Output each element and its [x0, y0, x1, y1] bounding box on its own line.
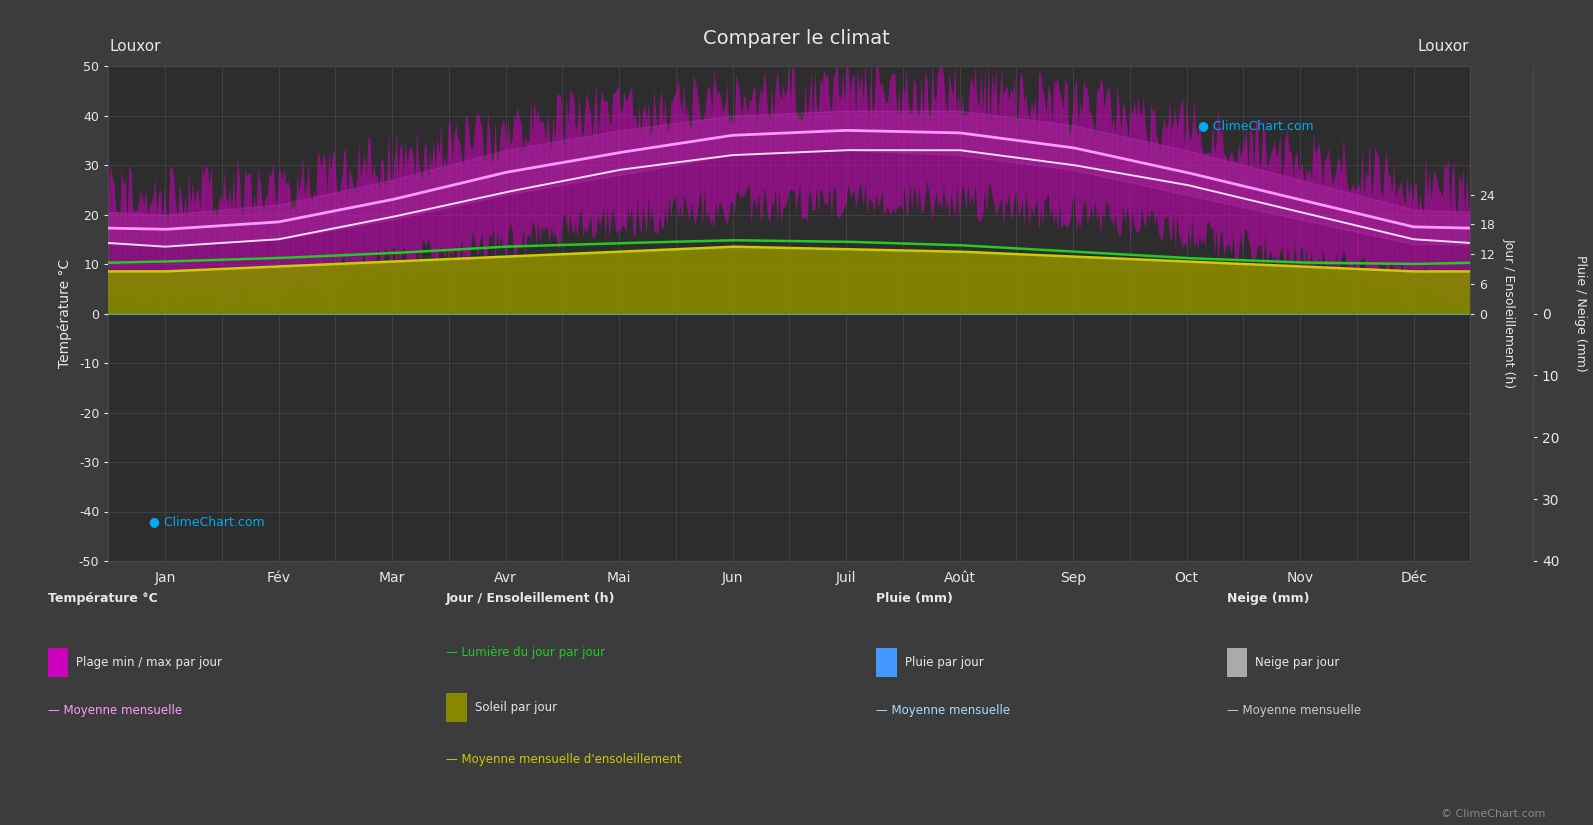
- Text: Soleil par jour: Soleil par jour: [475, 701, 558, 714]
- Text: © ClimeChart.com: © ClimeChart.com: [1440, 808, 1545, 818]
- Text: — Lumière du jour par jour: — Lumière du jour par jour: [446, 646, 605, 659]
- Text: Comparer le climat: Comparer le climat: [703, 29, 890, 48]
- Text: Neige (mm): Neige (mm): [1227, 592, 1309, 606]
- Text: Louxor: Louxor: [1418, 39, 1469, 54]
- Text: — Moyenne mensuelle d'ensoleillement: — Moyenne mensuelle d'ensoleillement: [446, 753, 682, 766]
- Y-axis label: Jour / Ensoleillement (h): Jour / Ensoleillement (h): [1504, 238, 1517, 389]
- Text: Température °C: Température °C: [48, 592, 158, 606]
- Text: — Moyenne mensuelle: — Moyenne mensuelle: [1227, 704, 1360, 717]
- Text: — Moyenne mensuelle: — Moyenne mensuelle: [876, 704, 1010, 717]
- Y-axis label: Pluie / Neige (mm): Pluie / Neige (mm): [1574, 255, 1587, 372]
- Text: ● ClimeChart.com: ● ClimeChart.com: [150, 515, 264, 528]
- Text: ● ClimeChart.com: ● ClimeChart.com: [1198, 119, 1314, 132]
- Text: Louxor: Louxor: [110, 39, 161, 54]
- Text: — Moyenne mensuelle: — Moyenne mensuelle: [48, 704, 182, 717]
- Text: Pluie par jour: Pluie par jour: [905, 656, 983, 669]
- Text: Pluie (mm): Pluie (mm): [876, 592, 953, 606]
- Text: Jour / Ensoleillement (h): Jour / Ensoleillement (h): [446, 592, 615, 606]
- Text: Neige par jour: Neige par jour: [1255, 656, 1340, 669]
- Text: Plage min / max par jour: Plage min / max par jour: [76, 656, 223, 669]
- Y-axis label: Température °C: Température °C: [57, 259, 72, 368]
